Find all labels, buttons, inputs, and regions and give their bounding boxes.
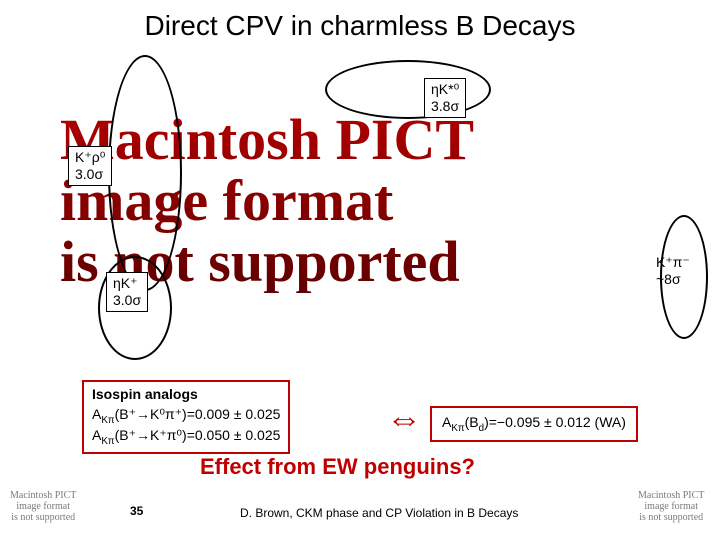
effect-line: Effect from EW penguins?: [200, 454, 475, 480]
placeholder-small-right: Macintosh PICT image format is not suppo…: [638, 490, 704, 523]
ph-sl-l1: Macintosh PICT: [10, 490, 76, 501]
label-eta-kplus-l1: ηK⁺: [113, 275, 138, 291]
slide-title: Direct CPV in charmless B Decays: [0, 10, 720, 42]
page-number: 35: [130, 504, 143, 518]
footer: D. Brown, CKM phase and CP Violation in …: [240, 506, 518, 520]
isospin-line1: AKπ(B⁺→K⁰π⁺)=0.009 ± 0.025: [92, 406, 280, 427]
label-kplus-pi-l1: K⁺π⁻: [656, 254, 690, 270]
label-kplus-rho0: K⁺ρ⁰ 3.0σ: [68, 146, 112, 186]
ph-sl-l2: image format: [16, 501, 70, 512]
isospin-line2: AKπ(B⁺→K⁺π⁰)=0.050 ± 0.025: [92, 427, 280, 448]
label-kplus-pi-l2: ~8σ: [656, 271, 681, 287]
bubble-0: [108, 55, 182, 291]
ph-sr-l1: Macintosh PICT: [638, 490, 704, 501]
label-kplus-rho0-l2: 3.0σ: [75, 166, 103, 182]
label-eta-kstar0: ηK*⁰ 3.8σ: [424, 78, 466, 118]
placeholder-small-left: Macintosh PICT image format is not suppo…: [10, 490, 76, 523]
ph-sr-l3: is not supported: [639, 512, 703, 523]
isospin-analogs-box: Isospin analogs AKπ(B⁺→K⁰π⁺)=0.009 ± 0.0…: [82, 380, 290, 454]
label-kplus-pi: K⁺π⁻ ~8σ: [650, 252, 696, 290]
label-eta-kplus: ηK⁺ 3.0σ: [106, 272, 148, 312]
double-arrow-icon: ⇔: [386, 398, 422, 440]
label-eta-kplus-l2: 3.0σ: [113, 292, 141, 308]
label-eta-kstar0-l1: ηK*⁰: [431, 81, 459, 97]
ph-sl-l3: is not supported: [11, 512, 75, 523]
isospin-title: Isospin analogs: [92, 386, 280, 404]
result-box: AKπ(Bd)=−0.095 ± 0.012 (WA): [430, 406, 638, 442]
ph-sr-l2: image format: [644, 501, 698, 512]
label-eta-kstar0-l2: 3.8σ: [431, 98, 459, 114]
label-kplus-rho0-l1: K⁺ρ⁰: [75, 149, 105, 165]
